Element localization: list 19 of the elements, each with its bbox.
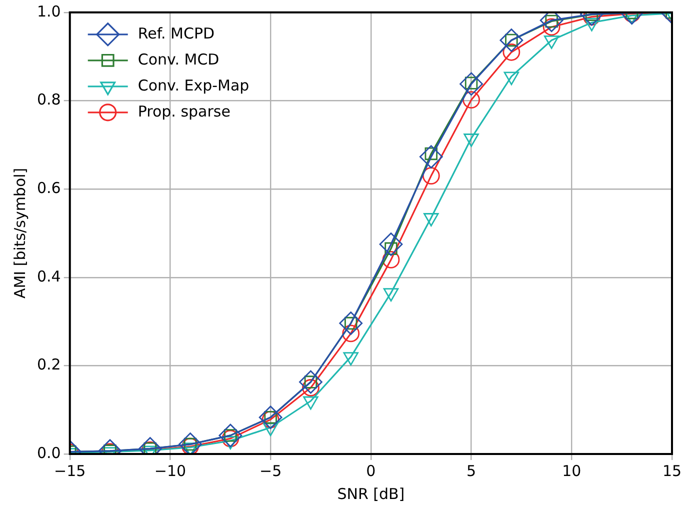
x-tick-label: −5 <box>260 462 282 480</box>
x-axis-title: SNR [dB] <box>337 484 405 503</box>
x-tick-label: −10 <box>154 462 186 480</box>
y-tick-label: 1.0 <box>36 2 61 20</box>
legend-label: Conv. Exp-Map <box>138 76 250 94</box>
x-tick-label: 0 <box>366 462 376 480</box>
legend-label: Conv. MCD <box>138 50 220 68</box>
x-tick-label: −15 <box>54 462 86 480</box>
y-axis-title: AMI [bits/symbol] <box>10 168 29 299</box>
x-tick-label: 15 <box>662 462 682 480</box>
legend-label: Prop. sparse <box>138 102 230 120</box>
x-tick-label: 5 <box>466 462 476 480</box>
y-tick-label: 0.4 <box>36 267 61 286</box>
y-tick-label: 0.6 <box>36 178 61 197</box>
x-tick-label: 10 <box>562 462 582 480</box>
y-tick-label: 0.8 <box>36 90 61 109</box>
y-tick-label: 0.2 <box>36 356 61 374</box>
legend-label: Ref. MCPD <box>138 24 215 42</box>
y-tick-label: 0.0 <box>36 444 61 462</box>
